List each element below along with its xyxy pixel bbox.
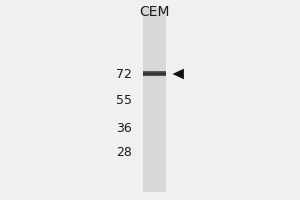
Polygon shape (172, 69, 184, 79)
Text: 55: 55 (116, 94, 132, 106)
Bar (143, 75, 166, 76)
Text: 36: 36 (116, 121, 132, 134)
Bar (143, 73, 166, 74)
Bar (143, 72, 166, 73)
Bar (143, 8, 166, 192)
Bar (143, 74, 166, 75)
Bar (143, 71, 166, 72)
Text: CEM: CEM (139, 5, 170, 19)
Text: 72: 72 (116, 68, 132, 80)
Text: 28: 28 (116, 146, 132, 158)
